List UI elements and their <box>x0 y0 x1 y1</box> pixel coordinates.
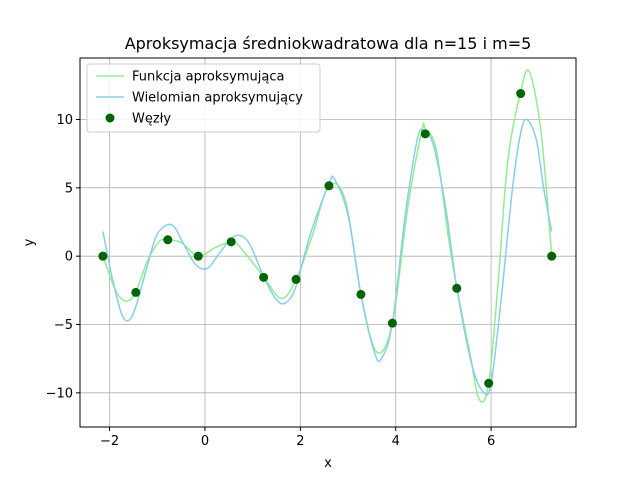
x-tick-label: 4 <box>392 434 400 449</box>
x-tick-label: 6 <box>487 434 495 449</box>
node-marker <box>98 251 108 261</box>
node-marker <box>387 318 397 328</box>
node-marker <box>324 181 334 191</box>
legend-marker-swatch <box>105 113 115 123</box>
y-tick-label: −5 <box>54 318 73 333</box>
x-tick-label: −2 <box>100 434 119 449</box>
x-axis-label: x <box>324 456 332 471</box>
node-marker <box>420 129 430 139</box>
node-marker <box>452 283 462 293</box>
node-marker <box>226 237 236 247</box>
legend-entry-label: Funkcja aproksymująca <box>132 70 284 85</box>
y-tick-label: 0 <box>65 250 73 265</box>
x-tick-label: 0 <box>201 434 209 449</box>
x-tick-label: 2 <box>296 434 304 449</box>
legend-entry-label: Węzły <box>132 112 171 127</box>
node-marker <box>484 378 494 388</box>
node-marker <box>516 89 526 99</box>
tick-layer: −2 0 2 4 6 −10 −5 0 5 10 <box>46 113 496 449</box>
node-marker <box>547 251 557 261</box>
node-marker <box>163 235 173 245</box>
node-marker <box>131 287 141 297</box>
y-tick-label: −10 <box>46 386 73 401</box>
legend-box <box>86 63 321 133</box>
chart-title: Aproksymacja średniokwadratowa dla n=15 … <box>125 34 532 53</box>
y-axis-label: y <box>22 238 37 246</box>
node-marker <box>356 289 366 299</box>
y-tick-label: 10 <box>56 113 73 128</box>
node-marker <box>193 251 203 261</box>
plot-frame <box>79 57 577 428</box>
legend: Funkcja aproksymująca Wielomian aproksymu… <box>86 63 321 133</box>
node-marker <box>259 272 269 282</box>
y-tick-label: 5 <box>65 181 73 196</box>
node-marker <box>291 274 301 284</box>
legend-entry-label: Wielomian aproksymujący <box>132 91 303 106</box>
series-line-1 <box>102 118 553 396</box>
series-layer <box>98 69 557 403</box>
